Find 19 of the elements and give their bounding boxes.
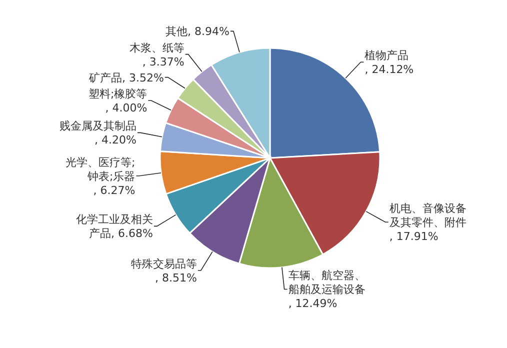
slice-label: 塑料;橡胶等 [88, 88, 148, 101]
slice-label: 植物产品 [364, 49, 409, 62]
data-label: , 12.49% [288, 297, 338, 310]
slice-label: 化学工业及相关产品, 6.68% [76, 213, 153, 240]
slice-label: 特殊交易品等 [130, 257, 197, 270]
slice-label: 车辆、航空器、船舶及运输设备 [288, 269, 366, 296]
data-label: , 8.51% [154, 271, 197, 284]
data-label: , 4.00% [105, 102, 148, 115]
data-label: , 4.20% [94, 134, 136, 147]
data-label: , 3.37% [142, 55, 184, 68]
data-label: , 6.27% [93, 184, 136, 197]
slice-label: 矿产品, 3.52% [88, 71, 164, 84]
slice-label: 机电、音像设备及其零件、附件 [389, 202, 466, 230]
slice-label: 木浆、纸等 [129, 41, 184, 54]
data-label: , 17.91% [389, 230, 438, 244]
slice-label: 贱金属及其制品 [59, 120, 136, 133]
slice-label: 光学、医疗等;钟表;乐器 [66, 156, 136, 183]
slice-label: 其他, 8.94% [165, 25, 230, 38]
data-label: , 24.12% [364, 63, 414, 76]
